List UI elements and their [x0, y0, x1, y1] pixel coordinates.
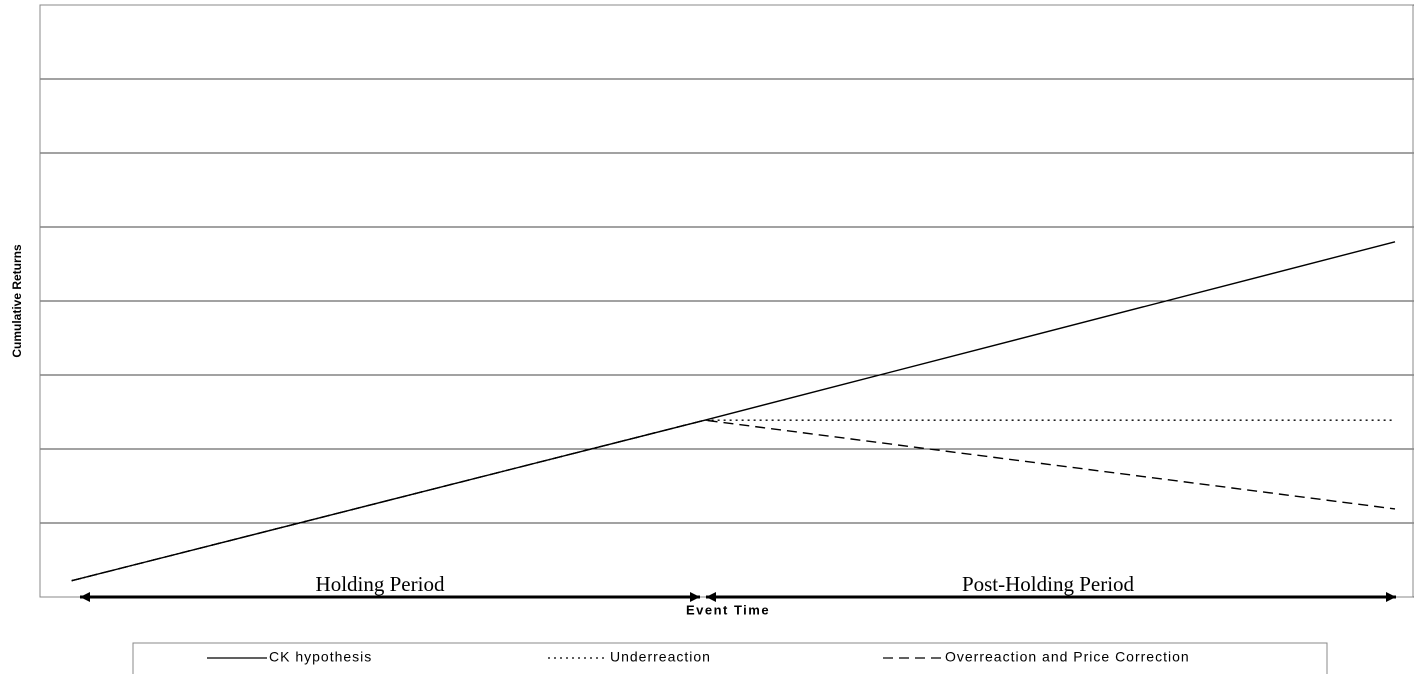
legend-label: CK hypothesis — [269, 649, 372, 665]
legend-box — [132, 642, 1328, 674]
x-axis-label: Event Time — [686, 602, 770, 617]
series-line — [71, 419, 1396, 582]
legend-label: Overreaction and Price Correction — [945, 649, 1190, 665]
y-axis-label: Cumulative Returns — [10, 244, 24, 358]
series-line — [71, 419, 1396, 582]
legend-label: Underreaction — [610, 649, 711, 665]
period-label: Holding Period — [316, 572, 445, 596]
period-label: Post-Holding Period — [962, 572, 1135, 596]
